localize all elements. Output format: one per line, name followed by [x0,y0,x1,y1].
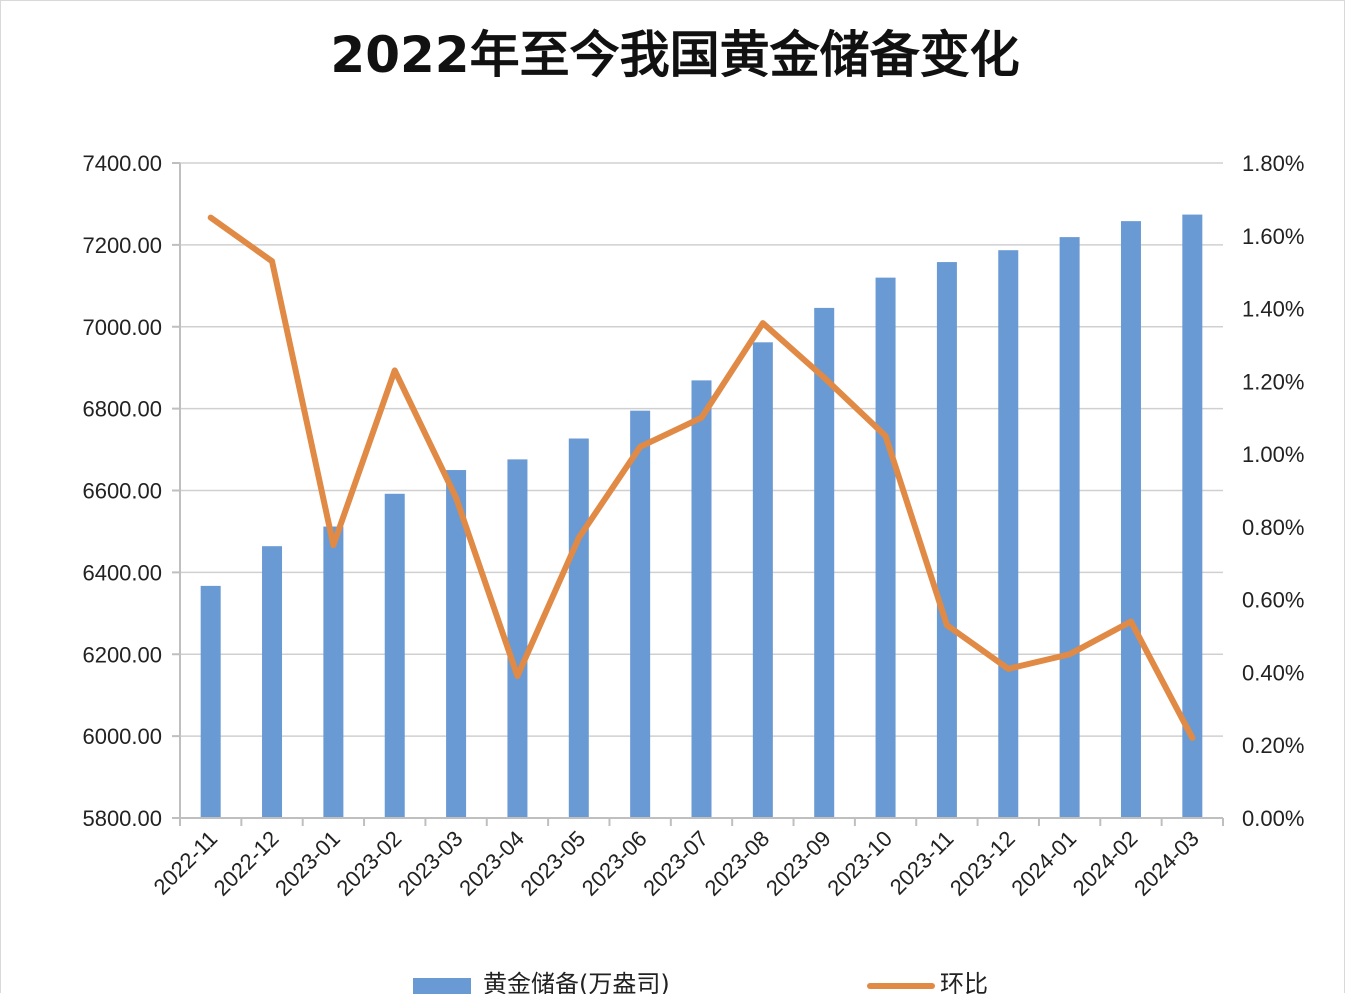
line-series [207,214,1196,741]
bar [814,307,835,818]
x-axis-ticks: 2022-112022-122023-012023-022023-032023-… [149,826,1204,901]
x-tick-label: 2023-01 [270,826,345,901]
line-point [883,433,889,439]
y-right-tick-label: 0.60% [1242,588,1304,613]
y-axis-right-ticks: 1.80% 1.60% 1.40% 1.20% 1.00% 0.80% 0.60% 0.40%… [1242,151,1304,831]
x-tick-label: 2023-08 [700,826,775,901]
x-tick-label: 2022-12 [209,826,284,901]
bar [936,262,957,819]
y-right-tick-label: 1.40% [1242,297,1304,322]
legend-line-label: 环比 [940,970,988,994]
chart-title: 2022年至今我国黄金储备变化 [330,26,1019,84]
x-tick-label: 2023-03 [393,826,468,901]
line-point [208,215,214,221]
x-tick-label: 2022-11 [149,826,223,900]
y-right-tick-label: 0.20% [1242,733,1304,758]
axes [172,162,1224,826]
bar [446,470,467,818]
bar [875,277,896,818]
bar [1120,221,1141,819]
y-left-tick-label: 6800.00 [82,397,162,422]
bar [384,493,405,818]
line-point [821,375,827,381]
y-right-tick-label: 0.00% [1242,806,1304,831]
bar [998,250,1019,818]
x-tick-label: 2023-12 [945,826,1020,901]
line-point [392,367,398,373]
line-point [576,535,582,541]
line-point [637,444,643,450]
y-right-tick-label: 0.80% [1242,515,1304,540]
x-tick-label: 2024-02 [1068,826,1143,901]
y-left-tick-label: 7000.00 [82,315,162,340]
legend-bar-label: 黄金储备(万盎司) [483,970,670,994]
line-point [699,415,704,421]
line-point [1128,619,1134,624]
y-left-tick-label: 6200.00 [82,642,162,667]
bar [691,380,712,818]
y-right-tick-label: 1.00% [1242,442,1304,467]
bar [568,438,589,818]
bar [752,342,773,818]
y-left-tick-label: 5800.00 [82,806,162,831]
bar [1059,237,1080,819]
bar [1182,214,1203,819]
line-point [330,542,336,548]
y-left-tick-label: 6600.00 [82,479,162,504]
bar [323,526,344,818]
y-left-tick-label: 6400.00 [82,560,162,585]
line-point [760,320,766,326]
bar [200,585,221,818]
y-left-tick-label: 7200.00 [82,233,162,258]
line-point [1067,651,1073,657]
x-tick-label: 2023-07 [638,826,713,901]
x-tick-label: 2024-03 [1129,826,1204,901]
y-right-tick-label: 1.60% [1242,224,1304,249]
y-left-tick-label: 6000.00 [82,724,162,749]
legend: 黄金储备(万盎司) 环比 [413,970,988,994]
x-tick-label: 2024-01 [1006,826,1081,901]
legend-bar-swatch [413,978,471,994]
x-tick-label: 2023-11 [885,826,959,900]
x-tick-label: 2023-09 [761,826,836,901]
x-tick-label: 2023-05 [516,826,591,901]
line-point [1189,735,1195,741]
line-point [1005,666,1011,672]
bar [507,459,528,818]
y-axis-left-ticks: 7400.00 7200.00 7000.00 6800.00 6600.00 6400.… [82,151,162,831]
y-right-tick-label: 0.40% [1242,660,1304,685]
x-tick-label: 2023-02 [331,826,406,901]
y-right-tick-label: 1.80% [1242,151,1304,176]
line-point [514,673,520,679]
line-point [269,258,275,264]
y-left-tick-label: 7400.00 [82,151,162,176]
bar-series [200,214,1203,819]
y-right-tick-label: 1.20% [1242,369,1304,394]
bar [630,410,651,818]
x-tick-label: 2023-04 [454,826,529,901]
x-tick-label: 2023-06 [577,826,652,901]
bar [262,546,283,818]
line-point [944,622,950,628]
x-tick-label: 2023-10 [822,826,897,901]
line-point [453,495,459,501]
